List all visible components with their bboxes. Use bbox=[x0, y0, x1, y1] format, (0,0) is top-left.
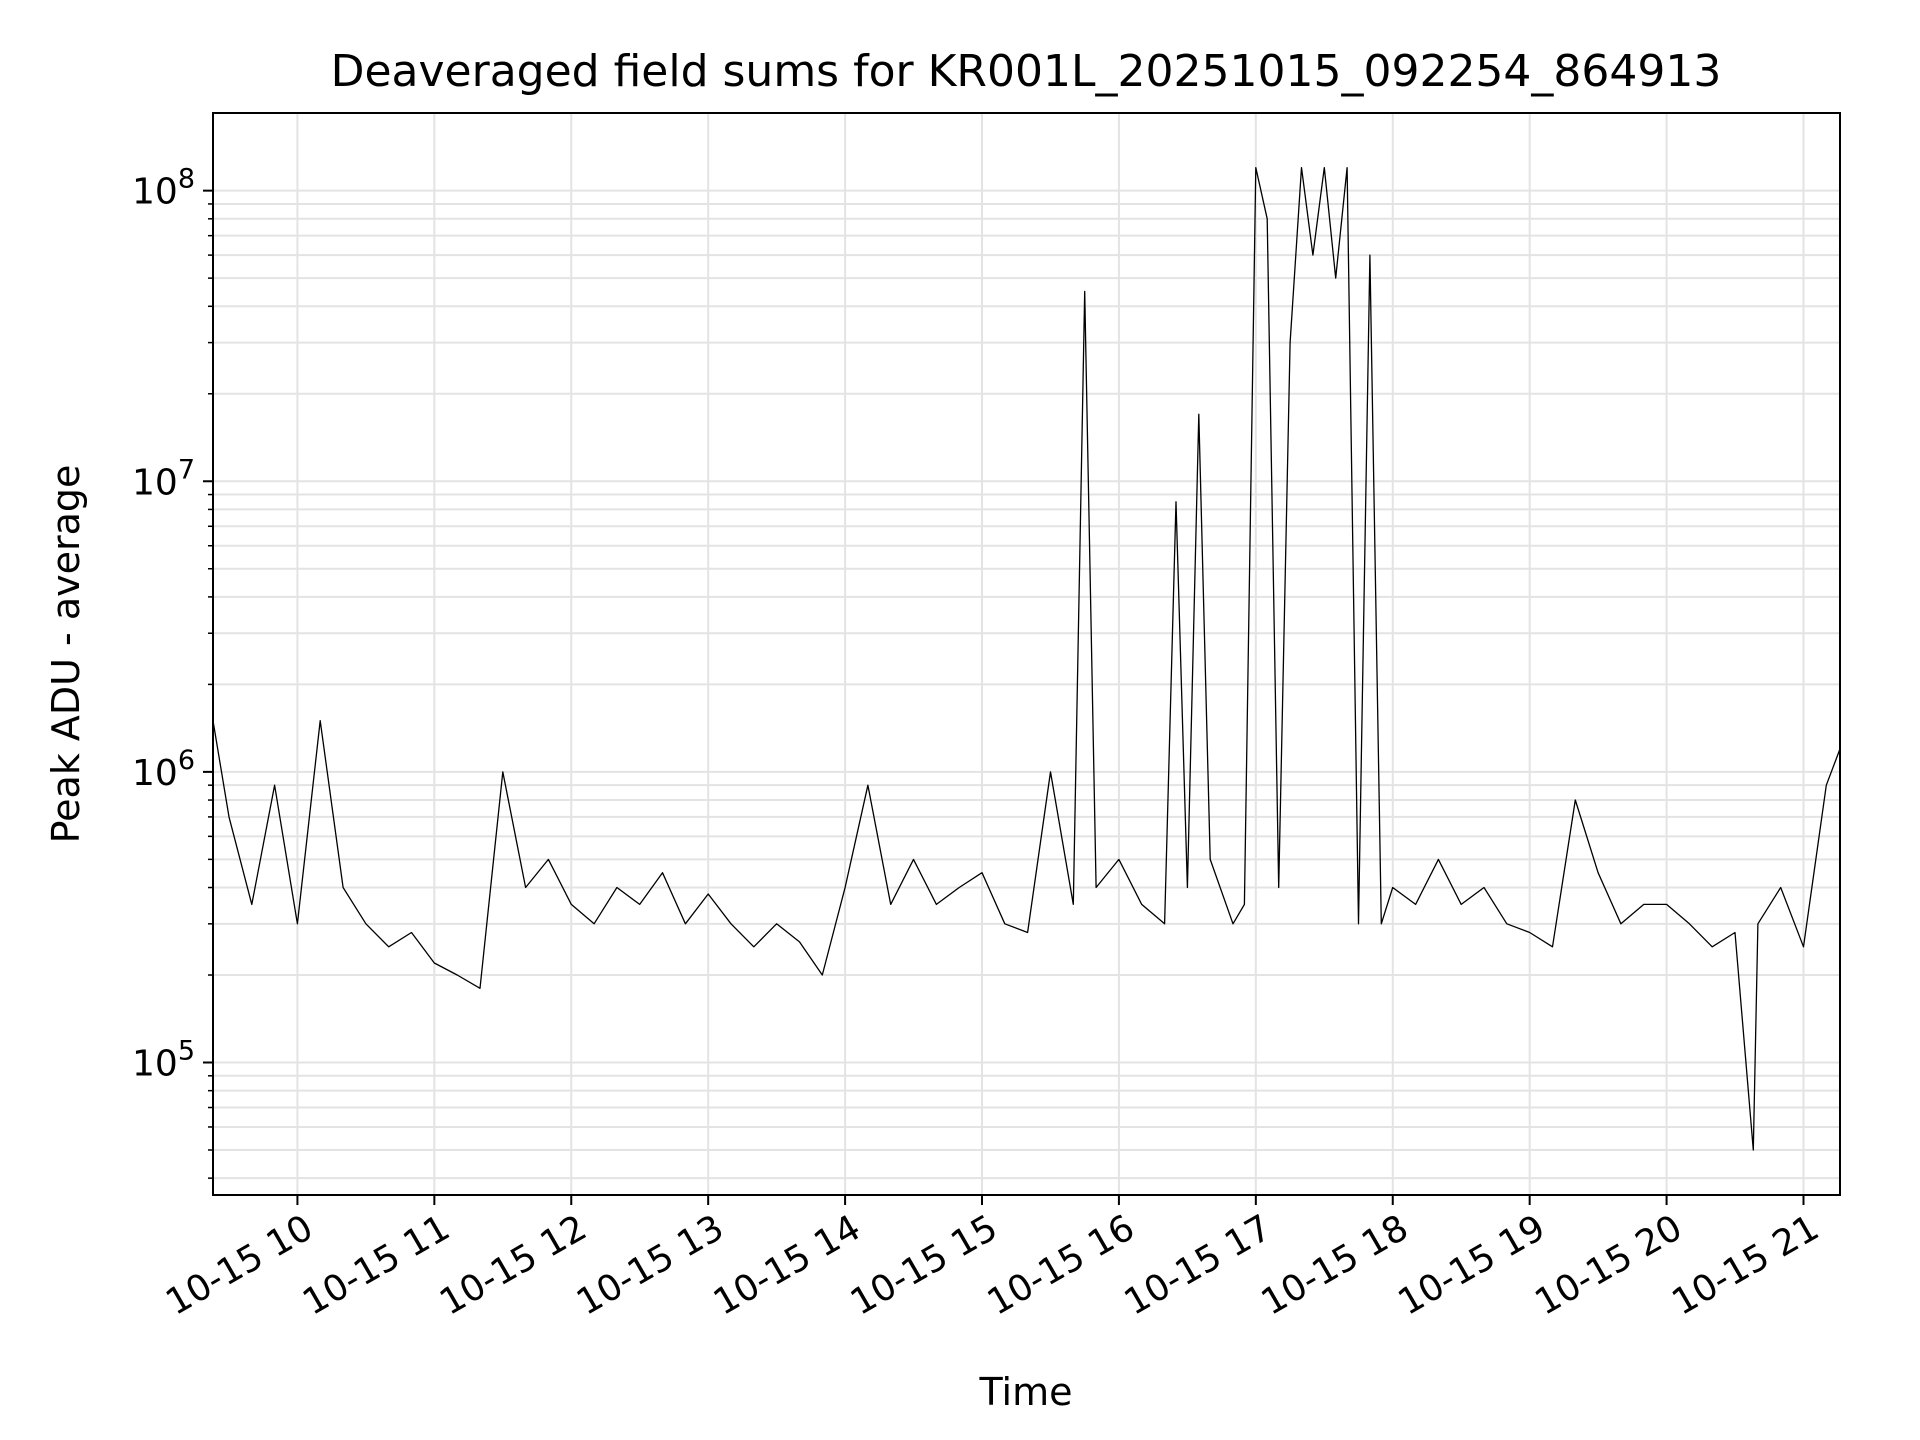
y-tick-label: 105 bbox=[132, 1035, 195, 1084]
x-axis-label: Time bbox=[979, 1370, 1073, 1414]
y-tick-label: 108 bbox=[132, 164, 195, 213]
y-tick-label: 107 bbox=[132, 454, 195, 503]
y-tick-label: 106 bbox=[132, 745, 195, 794]
axis-ticks bbox=[203, 189, 1805, 1205]
grid-lines bbox=[213, 113, 1840, 1195]
chart-title: Deaveraged field sums for KR001L_2025101… bbox=[331, 46, 1722, 97]
plot-frame bbox=[212, 112, 1841, 1196]
y-axis-label: Peak ADU - average bbox=[44, 465, 88, 844]
y-tick-labels: 105 106 107 108 bbox=[132, 164, 195, 1085]
series-line bbox=[212, 166, 1841, 1151]
